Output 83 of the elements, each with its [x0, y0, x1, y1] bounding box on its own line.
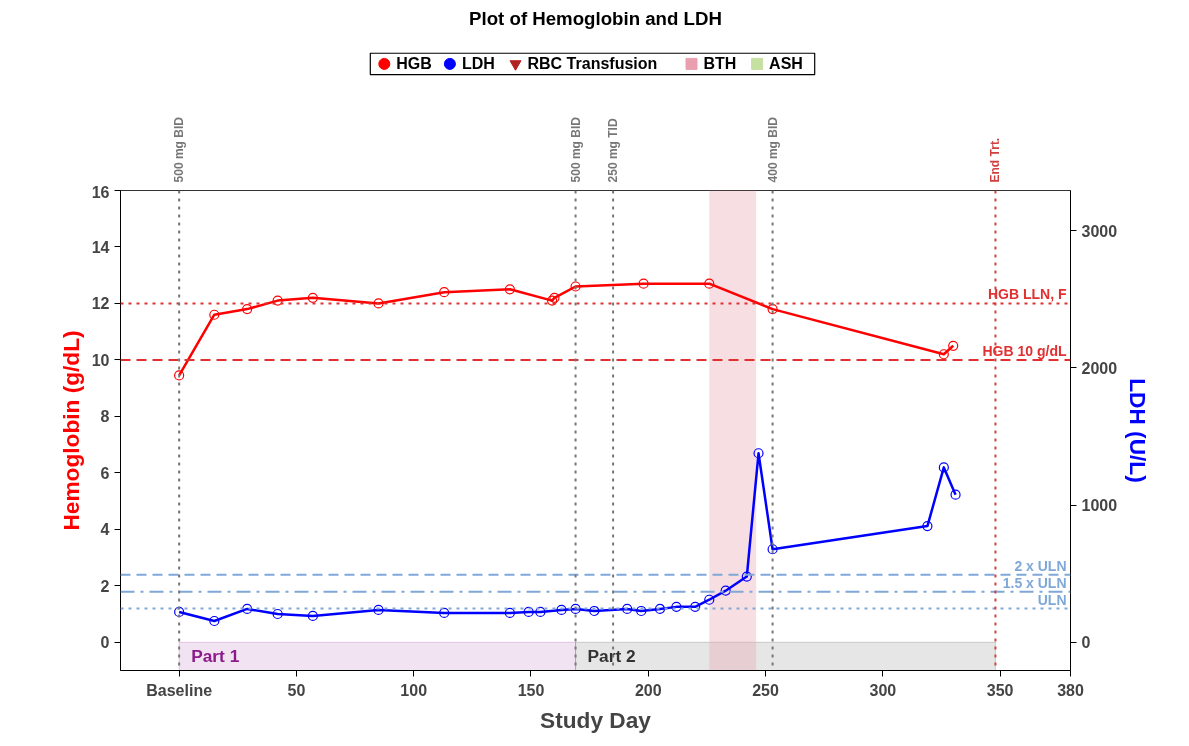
point	[922, 521, 933, 532]
y-axis-title: Hemoglobin (g/dL)	[57, 330, 84, 531]
y2-tick-label: 2000	[1081, 359, 1118, 377]
y-tick-label: 6	[100, 464, 110, 482]
point	[589, 605, 600, 617]
point	[950, 489, 961, 500]
y-tick-label: 10	[91, 351, 110, 369]
point	[373, 604, 384, 615]
x-tick-label: 200	[634, 681, 662, 699]
point	[209, 615, 220, 627]
y-tick-label: 0	[100, 634, 110, 652]
y2-tick-label: 1000	[1081, 497, 1118, 515]
point	[439, 607, 450, 618]
point	[439, 287, 450, 298]
ref-line-label: 500 mg BID	[172, 116, 187, 183]
x-tick-label: 300	[869, 681, 897, 699]
point	[767, 544, 778, 555]
ref-line-label: End Trt.	[988, 137, 1003, 183]
y-tick-label: 8	[100, 408, 110, 426]
legend-label: BTH	[703, 55, 737, 73]
point	[504, 284, 515, 295]
legend-label: HGB	[396, 55, 432, 73]
point	[704, 594, 715, 605]
point	[174, 606, 185, 618]
y-tick-label: 2	[100, 577, 110, 595]
point	[636, 605, 647, 617]
point	[690, 601, 701, 612]
ref-line-label: HGB LLN, F	[987, 286, 1067, 303]
x-tick-label: 150	[517, 681, 545, 699]
point	[307, 610, 318, 622]
point	[504, 607, 515, 618]
point	[622, 603, 633, 615]
point	[938, 349, 949, 360]
ref-line-label: 400 mg BID	[765, 116, 780, 183]
x-tick-label: 100	[400, 681, 428, 699]
legend-label: LDH	[461, 55, 495, 73]
point	[671, 601, 682, 612]
point	[242, 304, 253, 315]
point	[373, 298, 384, 309]
point	[242, 603, 253, 615]
point	[272, 608, 283, 620]
ref-line-label: HGB 10 g/dL	[982, 342, 1067, 359]
ref-line-label: 1.5 x ULN	[1002, 574, 1067, 591]
point	[556, 604, 567, 615]
point	[720, 585, 731, 596]
x-tick-label: 350	[986, 681, 1014, 699]
x-tick-label: 50	[287, 681, 306, 699]
point	[767, 304, 778, 315]
point	[570, 603, 581, 615]
ref-line-label: 500 mg BID	[568, 116, 583, 183]
y2-tick-label: 0	[1081, 634, 1091, 652]
x-tick-label: 380	[1057, 681, 1084, 699]
ref-line-label: ULN	[1037, 591, 1067, 608]
point	[753, 448, 764, 459]
point	[272, 295, 283, 306]
y-tick-label: 12	[91, 295, 110, 313]
point	[948, 340, 959, 351]
x-axis-title: Study Day	[540, 706, 652, 733]
point	[938, 462, 949, 473]
point	[307, 292, 318, 303]
ref-line-label: 250 mg TID	[606, 118, 621, 183]
y-tick-label: 14	[91, 238, 110, 256]
point	[523, 606, 534, 618]
ref-line-label: 2 x ULN	[1014, 557, 1067, 574]
y2-tick-label: 3000	[1081, 222, 1118, 240]
x-tick-label: 250	[752, 681, 780, 699]
y-tick-label: 4	[100, 521, 110, 539]
y-tick-label: 16	[91, 183, 110, 201]
point	[704, 278, 715, 289]
legend-label: RBC Transfusion	[527, 55, 658, 73]
chart-title: Plot of Hemoglobin and LDH	[469, 7, 722, 29]
point	[174, 370, 185, 381]
point	[535, 606, 546, 618]
legend-label: ASH	[769, 55, 803, 73]
point	[741, 571, 752, 582]
point	[209, 309, 220, 320]
x-tick-label: Baseline	[146, 681, 213, 699]
y2-axis-title: LDH (U/L)	[1125, 378, 1152, 483]
point	[570, 281, 581, 292]
band-label: Part 1	[191, 646, 240, 667]
band-label: Part 2	[587, 646, 636, 667]
point	[654, 603, 666, 615]
point	[638, 278, 649, 289]
